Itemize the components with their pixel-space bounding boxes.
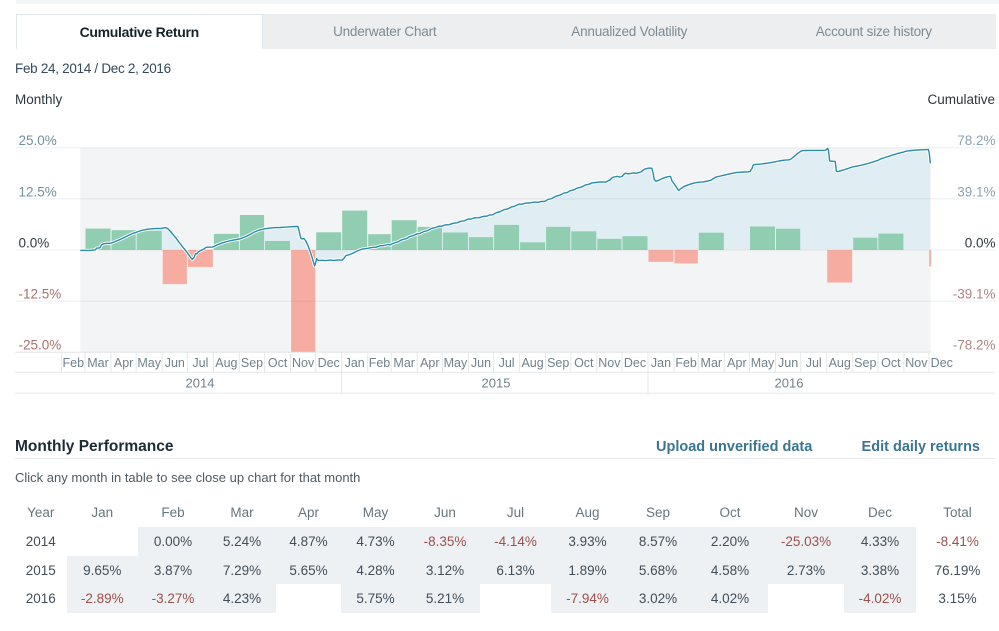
svg-text:-12.5%: -12.5%: [19, 287, 62, 302]
svg-text:Oct: Oct: [268, 356, 288, 370]
svg-text:May: May: [444, 356, 468, 370]
svg-text:-25.0%: -25.0%: [19, 338, 62, 353]
svg-text:Nov: Nov: [905, 356, 928, 370]
svg-text:Nov: Nov: [598, 356, 621, 370]
svg-text:Aug: Aug: [829, 356, 851, 370]
svg-text:Jul: Jul: [192, 356, 208, 370]
svg-text:Feb: Feb: [369, 356, 391, 370]
svg-text:-39.1%: -39.1%: [953, 287, 996, 302]
svg-text:Apr: Apr: [114, 356, 133, 370]
svg-text:Feb: Feb: [63, 356, 85, 370]
svg-text:2016: 2016: [775, 375, 804, 390]
svg-text:Dec: Dec: [318, 356, 340, 370]
svg-text:Jun: Jun: [471, 356, 491, 370]
svg-text:2014: 2014: [186, 375, 215, 390]
svg-text:Aug: Aug: [521, 356, 543, 370]
svg-text:12.5%: 12.5%: [19, 184, 57, 199]
svg-text:May: May: [751, 356, 775, 370]
svg-text:Dec: Dec: [931, 356, 953, 370]
svg-text:2015: 2015: [482, 375, 511, 390]
svg-text:Jan: Jan: [345, 356, 365, 370]
svg-text:Nov: Nov: [292, 356, 315, 370]
svg-text:Jul: Jul: [499, 356, 515, 370]
svg-text:Mar: Mar: [87, 356, 109, 370]
svg-text:25.0%: 25.0%: [19, 133, 57, 148]
svg-text:Jun: Jun: [778, 356, 798, 370]
svg-text:Jul: Jul: [806, 356, 822, 370]
svg-text:Oct: Oct: [881, 356, 901, 370]
svg-text:Aug: Aug: [215, 356, 237, 370]
svg-text:Apr: Apr: [420, 356, 439, 370]
svg-text:Feb: Feb: [675, 356, 697, 370]
svg-text:Sep: Sep: [547, 356, 569, 370]
svg-text:Sep: Sep: [241, 356, 263, 370]
svg-text:Jan: Jan: [651, 356, 671, 370]
svg-text:-78.2%: -78.2%: [953, 338, 996, 353]
svg-text:Apr: Apr: [727, 356, 746, 370]
svg-text:May: May: [137, 356, 161, 370]
svg-text:Dec: Dec: [624, 356, 646, 370]
svg-text:Sep: Sep: [854, 356, 876, 370]
svg-text:Oct: Oct: [574, 356, 594, 370]
svg-text:Mar: Mar: [393, 356, 415, 370]
svg-text:Mar: Mar: [701, 356, 723, 370]
svg-text:39.1%: 39.1%: [957, 184, 995, 199]
svg-text:78.2%: 78.2%: [957, 133, 995, 148]
svg-text:0.0%: 0.0%: [19, 235, 50, 250]
svg-text:0.0%: 0.0%: [965, 235, 996, 250]
svg-text:Jun: Jun: [165, 356, 185, 370]
